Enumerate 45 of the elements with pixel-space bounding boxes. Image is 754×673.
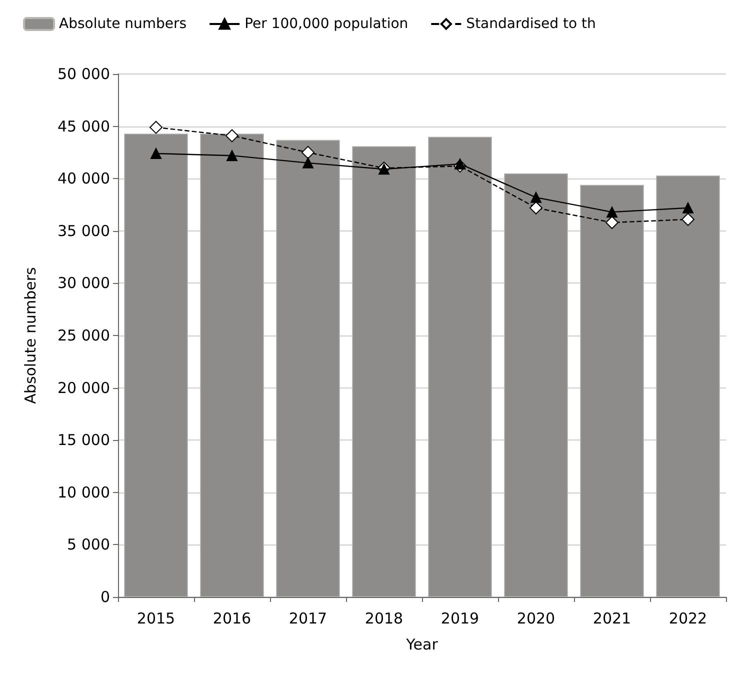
legend-label: Per 100,000 population: [244, 16, 408, 32]
x-tick-label: 2018: [364, 610, 404, 628]
y-tick-label: 15 000: [58, 431, 110, 450]
bar: [428, 136, 492, 597]
y-tick-label: 25 000: [58, 326, 110, 344]
point: [682, 212, 694, 226]
x-tick-label: 2016: [212, 610, 252, 628]
point: [606, 216, 618, 230]
bar: [504, 173, 568, 597]
y-axis-title: Absolute numbers: [22, 266, 40, 404]
bar: [580, 184, 644, 597]
x-tick-label: 2022: [668, 610, 708, 628]
legend-label: Standardised to th: [466, 16, 596, 32]
bar: [200, 134, 264, 597]
legend-label: Absolute numbers: [59, 16, 187, 32]
point: [530, 201, 542, 214]
point: [150, 148, 162, 159]
x-tick-label: 2019: [440, 610, 480, 628]
point: [150, 120, 162, 134]
point: [530, 192, 542, 203]
y-tick-label: 45 000: [58, 117, 110, 136]
x-tick-label: 2015: [136, 610, 176, 628]
bar: [656, 175, 720, 597]
x-tick-label: 2020: [516, 610, 556, 628]
bar: [124, 134, 188, 597]
point: [226, 150, 238, 162]
point: [682, 202, 694, 214]
bar: [276, 140, 340, 597]
y-tick-label: 35 000: [58, 222, 110, 240]
x-tick-label: 2021: [592, 610, 632, 628]
y-tick-label: 50 000: [58, 65, 110, 83]
y-tick-label: 20 000: [58, 378, 110, 397]
y-tick-label: 30 000: [58, 274, 110, 292]
y-tick-label: 10 000: [58, 483, 110, 502]
x-axis-title: Year: [405, 636, 439, 654]
point: [226, 129, 238, 142]
bar: [352, 146, 416, 597]
point: [302, 146, 314, 159]
x-tick-label: 2017: [288, 610, 328, 628]
point: [454, 158, 466, 170]
point: [302, 157, 314, 168]
y-tick-label: 40 000: [58, 170, 110, 188]
y-tick-label: 5 000: [67, 536, 110, 554]
y-tick-label: 0: [100, 588, 110, 606]
point: [606, 206, 618, 218]
